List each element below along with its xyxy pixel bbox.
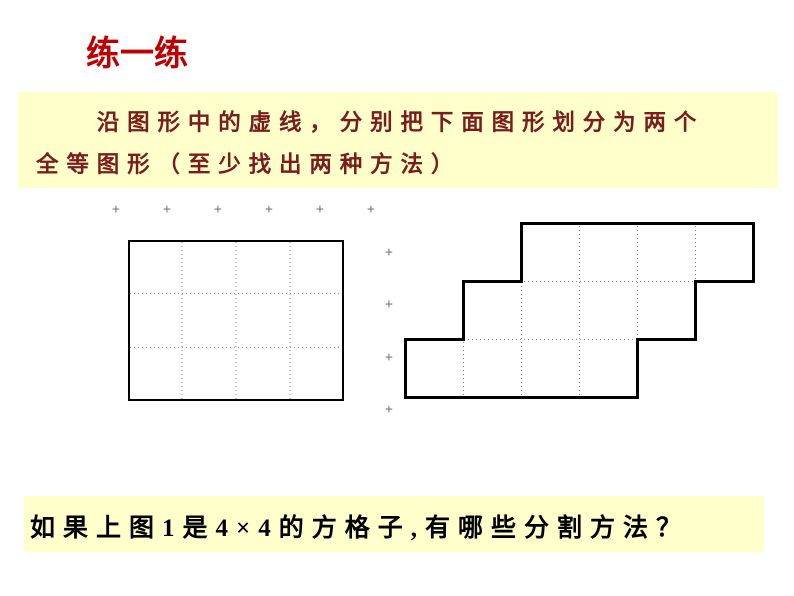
plus-mark: + [385,402,393,417]
question-text: 如果上图1是4×4的方格子,有哪些分割方法？ [30,515,689,542]
page-title: 练一练 [86,26,188,75]
plus-mark: + [214,202,222,217]
instruction-line2: 全等图形（至少找出两种方法） [36,152,461,177]
plus-mark: + [163,202,171,217]
instruction-box: 沿图形中的虚线，分别把下面图形划分为两个 全等图形（至少找出两种方法） [18,92,778,188]
question-box: 如果上图1是4×4的方格子,有哪些分割方法？ [24,496,764,552]
diagram-rectangle-grid [128,240,344,406]
plus-mark: + [385,245,393,260]
plus-mark: + [112,202,120,217]
diagram-staircase [404,222,755,404]
plus-mark: + [367,202,375,217]
plus-mark: + [385,297,393,312]
plus-mark: + [316,202,324,217]
instruction-line1: 沿图形中的虚线，分别把下面图形划分为两个 [36,110,704,135]
plus-mark: + [265,202,273,217]
plus-mark: + [385,350,393,365]
